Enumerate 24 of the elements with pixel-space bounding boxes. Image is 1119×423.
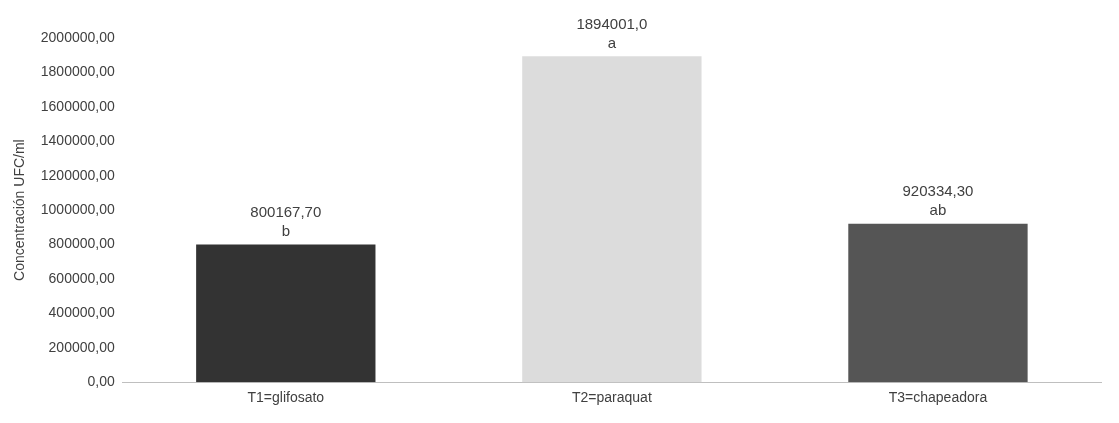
- y-axis-title: Concentración UFC/ml: [11, 139, 28, 281]
- x-tick-label: T3=chapeadora: [888, 389, 988, 406]
- y-tick-label: 1400000,00: [40, 132, 115, 149]
- y-tick-label: 800000,00: [48, 235, 115, 252]
- y-tick-label: 1800000,00: [40, 63, 115, 80]
- data-label: 1894001,0: [576, 14, 648, 32]
- x-tick-label: T1=glifosato: [247, 389, 325, 406]
- y-tick-label: 1600000,00: [40, 97, 115, 114]
- y-tick-label: 2000000,00: [40, 28, 115, 45]
- annotation: ab: [929, 201, 947, 219]
- y-tick-label: 1000000,00: [40, 200, 115, 217]
- y-tick-label: 0,00: [87, 373, 115, 390]
- bar: [196, 244, 376, 383]
- y-tick-label: 1200000,00: [40, 166, 115, 183]
- x-tick-label: T2=paraquat: [571, 389, 652, 406]
- y-tick-label: 600000,00: [48, 269, 115, 286]
- data-label: 920334,30: [902, 182, 974, 200]
- annotation: a: [607, 33, 617, 51]
- bar: [848, 223, 1028, 383]
- data-label: 800167,70: [250, 203, 322, 221]
- annotation: b: [281, 222, 290, 240]
- y-tick-label: 400000,00: [48, 304, 115, 321]
- bar: [522, 56, 702, 383]
- y-tick-label: 200000,00: [48, 338, 115, 355]
